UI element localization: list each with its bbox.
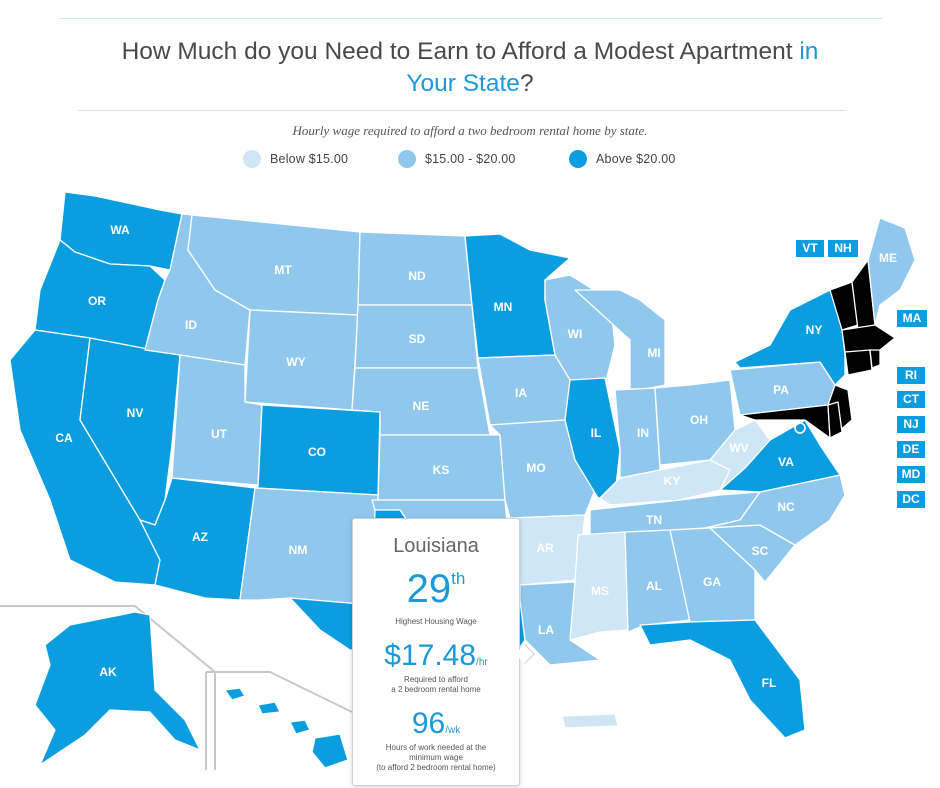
tooltip-wage-caption-1: Required to afford xyxy=(404,675,468,684)
state-me[interactable] xyxy=(867,217,916,326)
tooltip-hours-caption-1: Hours of work needed at the xyxy=(385,743,487,752)
legend-swatch-low xyxy=(243,150,261,168)
state-nc[interactable] xyxy=(704,474,846,546)
state-ks[interactable] xyxy=(377,434,506,501)
state-ar[interactable] xyxy=(509,514,586,586)
state-nd[interactable] xyxy=(357,231,473,306)
dc-marker[interactable] xyxy=(794,422,806,434)
tag-ma[interactable]: MA xyxy=(897,310,927,327)
state-sd[interactable] xyxy=(354,304,479,369)
map-subtitle: Hourly wage required to afford a two bed… xyxy=(292,123,648,138)
tooltip-wage: $17.48/hr xyxy=(384,639,488,672)
top-rule xyxy=(60,18,882,19)
legend-swatch-mid xyxy=(398,150,416,168)
tag-vt[interactable]: VT xyxy=(796,240,824,257)
state-hi[interactable] xyxy=(224,687,349,769)
state-label: PR xyxy=(542,735,559,749)
tooltip-rank: 29th xyxy=(406,567,466,611)
state-ga[interactable] xyxy=(669,527,756,623)
tooltip-hours: 96/wk xyxy=(411,707,461,740)
state-pr[interactable] xyxy=(561,713,619,729)
state-wy[interactable] xyxy=(244,309,359,411)
tag-nh[interactable]: NH xyxy=(828,240,858,257)
state-ma[interactable] xyxy=(841,324,896,353)
state-ct[interactable] xyxy=(844,349,873,376)
tag-ri[interactable]: RI xyxy=(897,367,925,384)
tag-nj[interactable]: NJ xyxy=(897,416,925,433)
tag-de[interactable]: DE xyxy=(897,441,925,458)
tooltip-state-name: Louisiana xyxy=(393,535,479,557)
state-tooltip: Louisiana 29th Highest Housing Wage $17.… xyxy=(352,518,535,786)
state-ia[interactable] xyxy=(477,354,576,426)
title-highlight-state: Your State xyxy=(406,70,520,97)
tooltip-wage-caption-2: a 2 bedroom rental home xyxy=(391,685,481,694)
state-ri[interactable] xyxy=(869,349,881,369)
tooltip-rank-caption: Highest Housing Wage xyxy=(395,617,477,626)
tag-dc[interactable]: DC xyxy=(897,491,925,508)
alaska-inset-border xyxy=(0,605,216,770)
state-fl[interactable] xyxy=(639,619,806,739)
page-title: How Much do you Need to Earn to Afford a… xyxy=(121,38,819,97)
state-in[interactable] xyxy=(614,387,661,479)
state-wv[interactable] xyxy=(709,419,771,491)
tooltip-hours-caption-3: (to afford 2 bedroom rental home) xyxy=(376,763,496,772)
tag-md[interactable]: MD xyxy=(897,466,925,483)
title-rule xyxy=(78,110,846,111)
tooltip-hours-caption-2: minimum wage xyxy=(409,753,463,762)
state-mi[interactable] xyxy=(574,289,666,393)
hawaii-inset-top xyxy=(206,671,353,713)
state-de[interactable] xyxy=(827,401,843,439)
state-co[interactable] xyxy=(257,404,381,496)
title-highlight-in: in xyxy=(799,38,819,65)
state-ms[interactable] xyxy=(569,531,629,641)
tag-ct[interactable]: CT xyxy=(897,391,925,408)
legend-swatch-high xyxy=(569,150,587,168)
state-al[interactable] xyxy=(624,529,691,633)
state-ak[interactable] xyxy=(34,611,201,766)
